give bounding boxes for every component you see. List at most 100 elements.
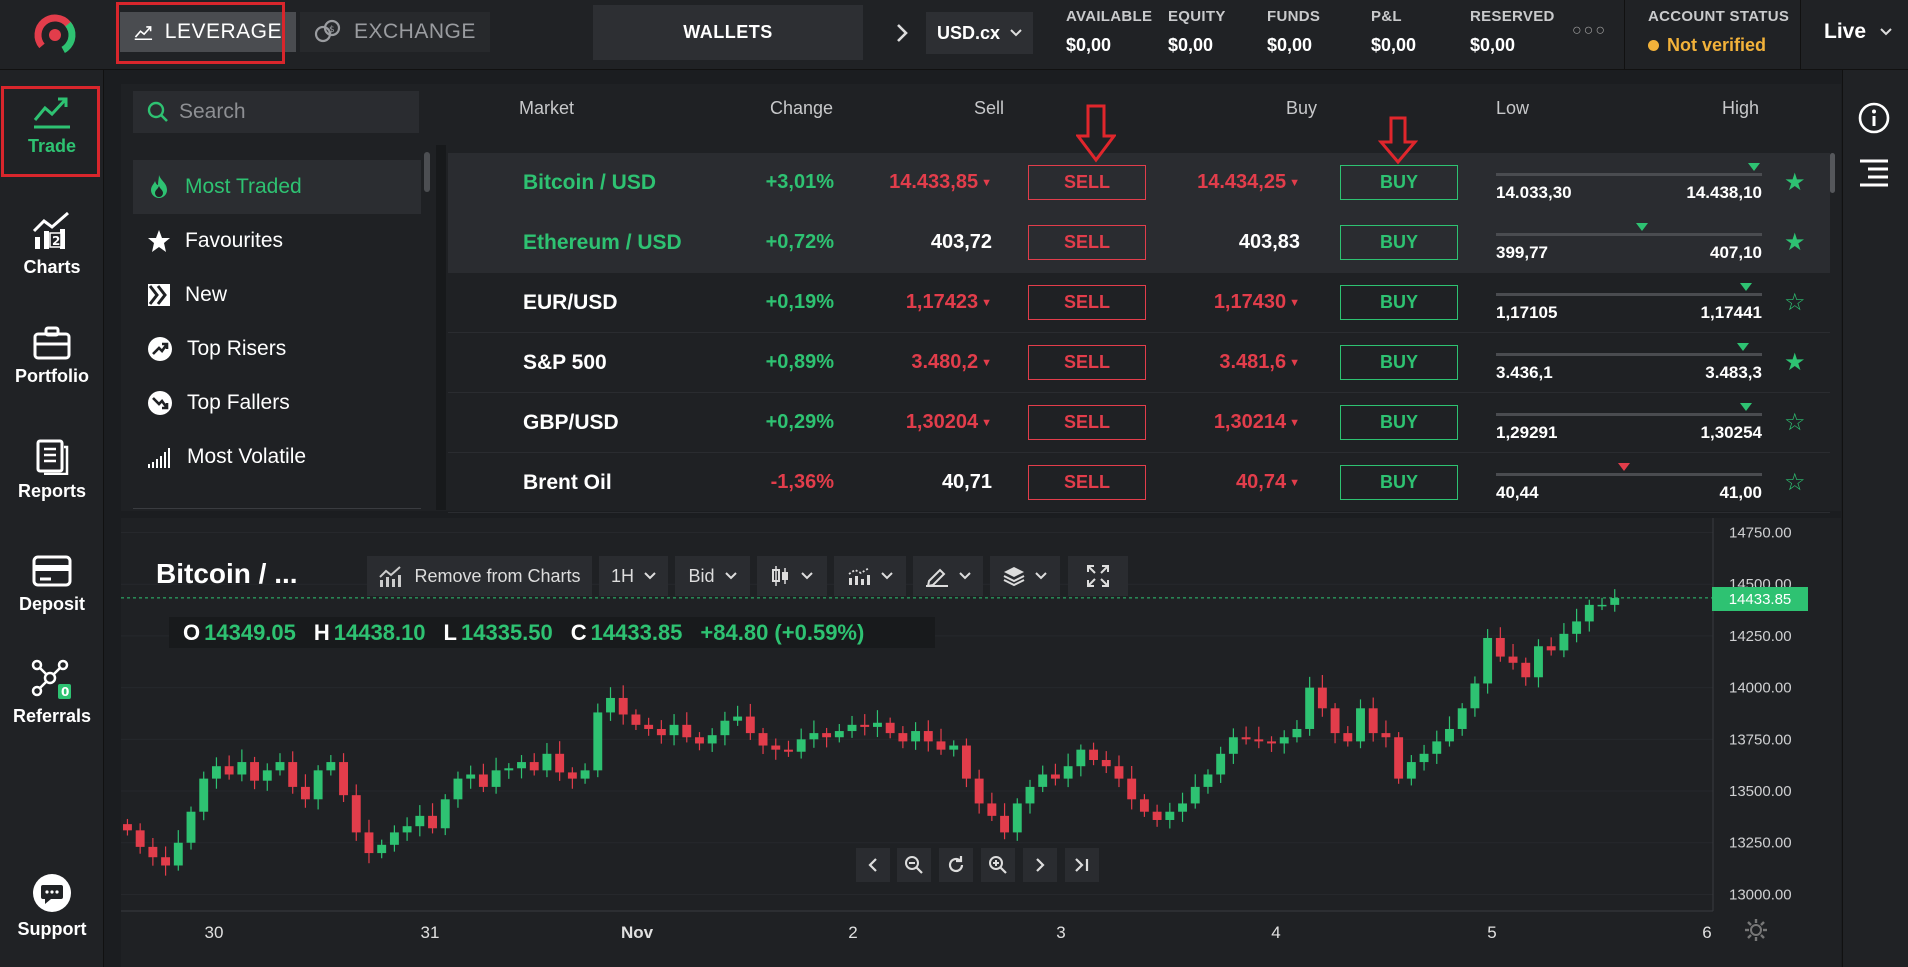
category-top-risers[interactable]: Top Risers	[133, 322, 433, 376]
interval-select[interactable]: 1H	[599, 556, 668, 596]
market-row[interactable]: Ethereum / USD +0,72% 403,72 SELL 403,83…	[448, 213, 1830, 273]
remove-from-charts-button[interactable]: Remove from Charts	[367, 556, 592, 596]
high-value: 14.438,10	[1686, 182, 1762, 202]
market-row[interactable]: GBP/USD +0,29% 1,30204 ▼ SELL 1,30214 ▼ BU…	[448, 393, 1830, 453]
price-type-select[interactable]: Bid	[675, 556, 750, 596]
range-marker-icon	[1748, 162, 1760, 171]
candle-body	[211, 766, 221, 779]
market-row[interactable]: EUR/USD +0,19% 1,17423 ▼ SELL 1,17430 ▼ BU…	[448, 273, 1830, 333]
drawing-tools-select[interactable]	[913, 556, 983, 596]
market-row[interactable]: S&P 500 +0,89% 3.480,2 ▼ SELL 3.481,6 ▼ BU…	[448, 333, 1830, 393]
market-name[interactable]: EUR/USD	[523, 290, 618, 314]
zoom-in-button[interactable]	[981, 848, 1015, 882]
buy-button[interactable]: BUY	[1340, 165, 1458, 200]
stat-funds: FUNDS $0,00	[1267, 8, 1320, 56]
sell-button[interactable]: SELL	[1028, 225, 1146, 260]
candle-body	[1534, 646, 1543, 678]
sell-button[interactable]: SELL	[1028, 405, 1146, 440]
favourite-star-icon[interactable]: ☆	[1784, 469, 1806, 496]
nav-deposit[interactable]: Deposit	[0, 554, 104, 615]
buy-button[interactable]: BUY	[1340, 225, 1458, 260]
category-favourites[interactable]: Favourites	[133, 214, 433, 268]
favourite-star-icon[interactable]: ★	[1784, 169, 1806, 196]
scroll-right-button[interactable]	[1023, 848, 1057, 882]
category-top-fallers[interactable]: Top Fallers	[133, 376, 433, 430]
col-head-change[interactable]: Change	[770, 98, 834, 118]
market-name[interactable]: GBP/USD	[523, 410, 619, 434]
favourite-star-icon[interactable]: ☆	[1784, 289, 1806, 316]
chart-settings-gear-icon[interactable]	[1744, 918, 1768, 948]
favourite-star-icon[interactable]: ★	[1784, 229, 1806, 256]
buy-button[interactable]: BUY	[1340, 345, 1458, 380]
market-row[interactable]: Brent Oil -1,36% 40,71 SELL 40,74 ▼ BUY 4…	[448, 453, 1830, 513]
market-name[interactable]: S&P 500	[523, 350, 607, 374]
candle-body	[199, 778, 209, 812]
zoom-out-button[interactable]	[897, 848, 931, 882]
account-status[interactable]: ACCOUNT STATUS Not verified	[1648, 8, 1789, 56]
nav-referrals[interactable]: 0 Referrals	[0, 658, 104, 727]
layers-select[interactable]	[990, 556, 1060, 596]
reset-chart-button[interactable]	[939, 848, 973, 882]
sell-button[interactable]: SELL	[1028, 345, 1146, 380]
nav-reports[interactable]: Reports	[0, 439, 104, 502]
market-row[interactable]: Bitcoin / USD +3,01% 14.433,85 ▼ SELL 14.…	[448, 153, 1830, 213]
candle-body	[542, 753, 552, 771]
favourite-star-icon[interactable]: ★	[1784, 349, 1806, 376]
sell-button[interactable]: SELL	[1028, 165, 1146, 200]
mode-select[interactable]: Live	[1824, 20, 1892, 44]
price-down-icon: ▼	[1289, 416, 1300, 429]
nav-support[interactable]: Support	[0, 873, 104, 940]
category-scrollbar[interactable]	[424, 152, 430, 192]
x-tick-label: Nov	[621, 923, 654, 942]
scroll-left-button[interactable]	[856, 848, 890, 882]
market-name[interactable]: Ethereum / USD	[523, 230, 682, 254]
favourite-star-icon[interactable]: ☆	[1784, 409, 1806, 436]
fullscreen-button[interactable]	[1068, 556, 1128, 596]
buy-button[interactable]: BUY	[1340, 405, 1458, 440]
network-icon: 0	[31, 659, 71, 699]
search-input[interactable]	[179, 100, 399, 124]
candle-body	[1203, 774, 1213, 787]
zoom-in-icon	[989, 856, 1007, 874]
col-head-high[interactable]: High	[1722, 98, 1760, 118]
scroll-to-end-button[interactable]	[1065, 848, 1099, 882]
wallets-button[interactable]: WALLETS	[593, 5, 863, 60]
more-stats-button[interactable]: ○○○	[1572, 22, 1607, 39]
candle-body	[923, 731, 933, 742]
category-most-traded[interactable]: Most Traded	[133, 160, 421, 214]
order-list-icon[interactable]	[1858, 158, 1890, 193]
currency-value: USD.cx	[936, 22, 1001, 43]
col-head-sell[interactable]: Sell	[974, 98, 1005, 118]
candle-body	[1279, 737, 1289, 744]
chart-type-select[interactable]	[757, 556, 827, 596]
buy-button[interactable]: BUY	[1340, 465, 1458, 500]
buy-button[interactable]: BUY	[1340, 285, 1458, 320]
candle-body	[491, 770, 501, 787]
nav-trade[interactable]: Trade	[0, 94, 104, 157]
stat-label: P&L	[1371, 8, 1402, 25]
search-box[interactable]	[133, 91, 419, 133]
candle-body	[1267, 741, 1276, 744]
market-name[interactable]: Brent Oil	[523, 470, 612, 494]
col-head-low[interactable]: Low	[1496, 98, 1530, 118]
sell-button[interactable]: SELL	[1028, 285, 1146, 320]
info-icon[interactable]	[1858, 102, 1890, 139]
category-new[interactable]: New	[133, 268, 433, 322]
indicators-select[interactable]	[834, 556, 906, 596]
brand-logo-icon[interactable]	[30, 10, 80, 60]
col-head-market[interactable]: Market	[519, 98, 575, 118]
tab-leverage[interactable]: LEVERAGE	[120, 12, 296, 52]
market-table-scrollbar[interactable]	[1830, 153, 1835, 193]
candle-body	[1063, 766, 1073, 779]
sell-button[interactable]: SELL	[1028, 465, 1146, 500]
candle-body	[1114, 766, 1124, 779]
tab-exchange[interactable]: $ EXCHANGE	[300, 12, 490, 52]
candle-body	[123, 824, 132, 831]
category-most-volatile[interactable]: Most Volatile	[133, 430, 433, 484]
col-head-buy[interactable]: Buy	[1286, 98, 1318, 118]
market-name[interactable]: Bitcoin / USD	[523, 170, 657, 194]
nav-portfolio[interactable]: Portfolio	[0, 326, 104, 387]
currency-select[interactable]: USD.cx	[926, 12, 1033, 54]
chevron-right-icon[interactable]	[892, 18, 912, 48]
nav-charts[interactable]: 2 Charts	[0, 209, 104, 278]
